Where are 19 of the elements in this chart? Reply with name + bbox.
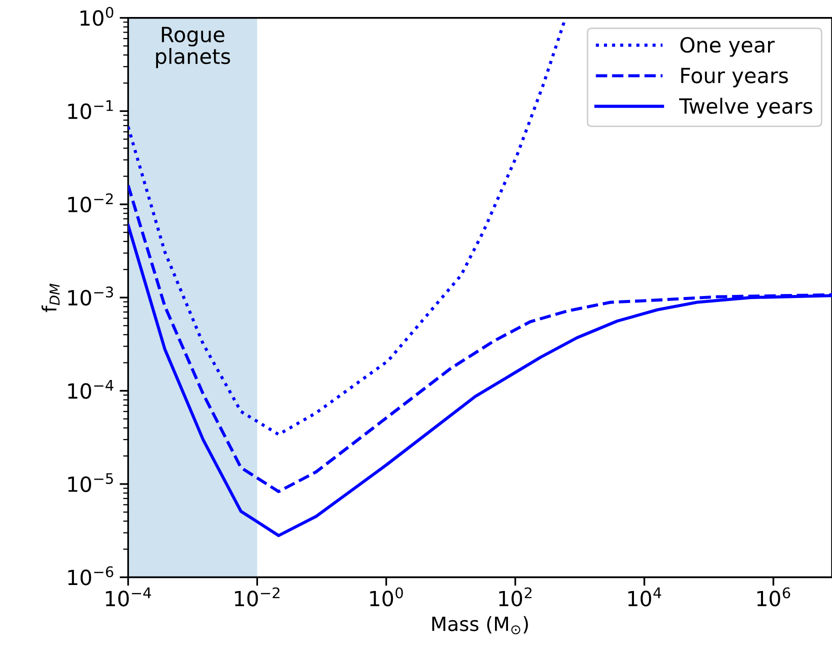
- x-tick-label: 10$^{2}$: [499, 587, 532, 606]
- y-tick-label: 10$^{−4}$: [68, 380, 114, 399]
- y-tick-label: 10$^{−3}$: [68, 286, 114, 306]
- legend-label: Twelve years: [679, 98, 812, 118]
- legend-label: Four years: [681, 68, 788, 88]
- x-tick-label: 10$^{4}$: [628, 588, 662, 606]
- y-tick-label: 10$^{−1}$: [68, 100, 113, 120]
- band-label: Rogue planets: [156, 26, 230, 68]
- y-axis-title: f$_{DM}$: [42, 284, 60, 312]
- x-tick-label: 10$^{6}$: [757, 587, 790, 606]
- y-tick-label: 10$^{−6}$: [68, 566, 114, 586]
- x-axis-title: Mass (M$_{⊙}$): [432, 616, 528, 634]
- y-tick-label: 10$^{0}$: [80, 6, 114, 26]
- x-tick-label: 10$^{−2}$: [234, 587, 280, 606]
- legend-label: One year: [680, 36, 775, 57]
- x-tick-label: 10$^{0}$: [370, 587, 403, 606]
- y-tick-label: 10$^{−5}$: [68, 473, 113, 492]
- y-tick-label: 10$^{−2}$: [68, 193, 113, 212]
- x-tick-label: 10$^{−4}$: [106, 588, 152, 606]
